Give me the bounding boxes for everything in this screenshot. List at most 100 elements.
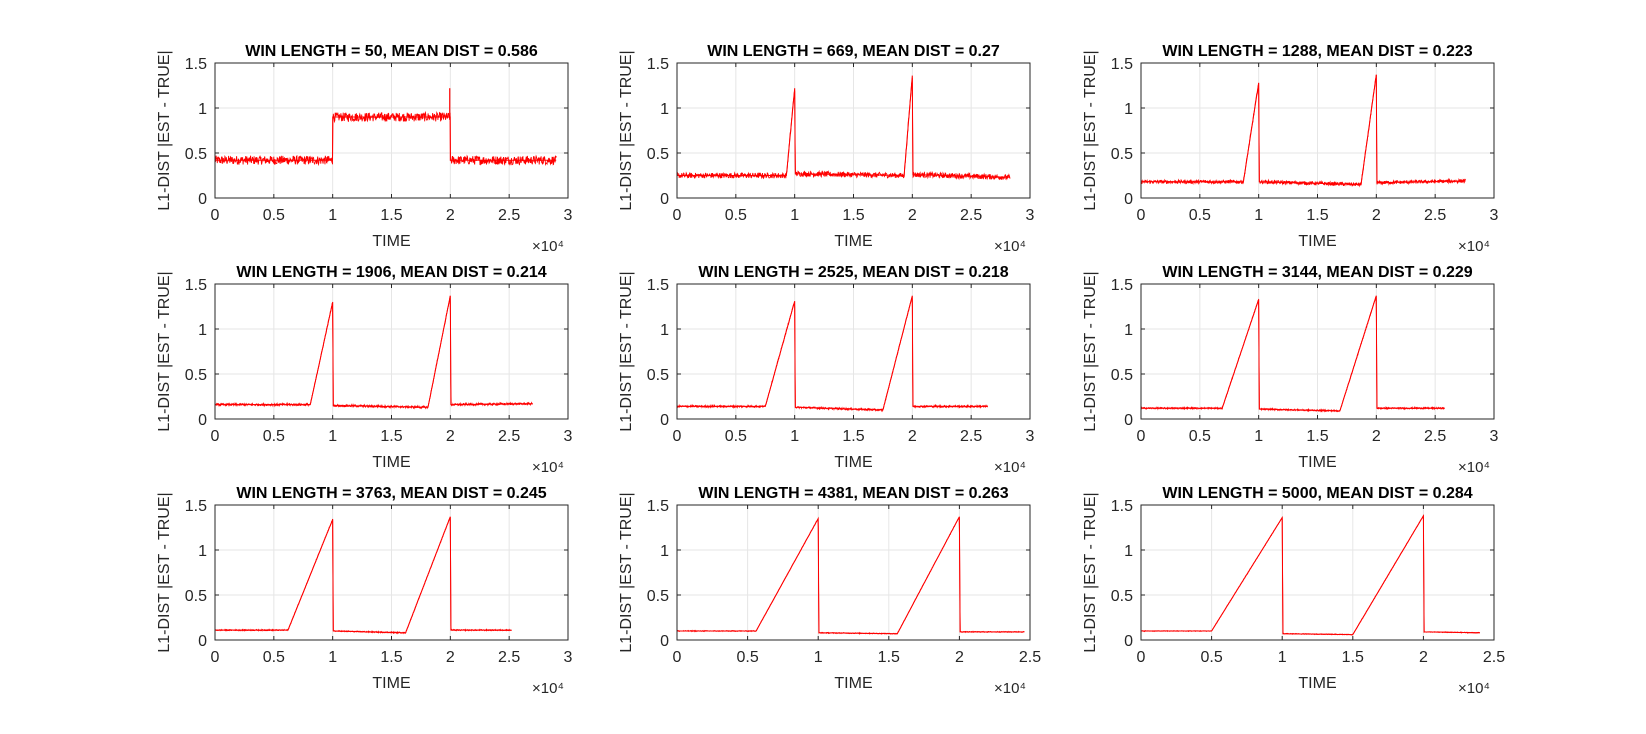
y-tick-label: 1 <box>1124 543 1133 560</box>
x-tick-label: 2.5 <box>960 207 982 224</box>
y-tick-label: 0.5 <box>1111 146 1133 163</box>
series-breakpoints <box>677 295 988 411</box>
x-tick-label: 2 <box>1419 649 1428 666</box>
y-tick-label: 0.5 <box>185 367 207 384</box>
x-tick-label: 1 <box>1278 649 1287 666</box>
x-tick-label: 0 <box>673 428 682 445</box>
y-axis-label: L1-DIST |EST - TRUE| <box>1082 492 1099 652</box>
x-tick-label: 0.5 <box>263 207 285 224</box>
series-breakpoints <box>677 75 1011 178</box>
subplot-5: 0 0.5 1 1.5 2 2.5 3 0 0.5 1 1.5 WIN LENGTH = 2525, … <box>618 264 1035 476</box>
y-tick-label: 0 <box>660 412 669 429</box>
subplot-6: 0 0.5 1 1.5 2 2.5 3 0 0.5 1 1.5 WIN LENGTH = 3144, … <box>1082 264 1499 476</box>
x-tick-label: 1.5 <box>380 649 402 666</box>
series-breakpoints <box>1141 513 1480 636</box>
plot-area <box>1141 505 1494 640</box>
x-tick-label: 2 <box>446 649 455 666</box>
x-tick-label: 0 <box>1137 428 1146 445</box>
x-tick-label: 3 <box>1490 428 1499 445</box>
x-axis-label: TIME <box>372 454 410 471</box>
y-tick-label: 1 <box>660 543 669 560</box>
y-axis-label: L1-DIST |EST - TRUE| <box>618 271 635 431</box>
x-axis-label: TIME <box>372 233 410 250</box>
y-tick-label: 0.5 <box>185 588 207 605</box>
y-tick-label: 0 <box>1124 191 1133 208</box>
x-tick-label: 2 <box>446 428 455 445</box>
x-tick-label: 1 <box>328 428 337 445</box>
x-tick-label: 1.5 <box>878 649 900 666</box>
y-tick-label: 1.5 <box>647 277 669 294</box>
series-line <box>1140 74 1467 188</box>
x-tick-label: 2.5 <box>1019 649 1041 666</box>
y-tick-label: 0 <box>660 191 669 208</box>
subplot-7: 0 0.5 1 1.5 2 2.5 3 0 0.5 1 1.5 WIN LENGTH = 3763, … <box>156 485 573 697</box>
x-tick-label: 1 <box>814 649 823 666</box>
series-breakpoints <box>1141 295 1445 412</box>
y-tick-label: 1.5 <box>1111 498 1133 515</box>
y-tick-label: 1 <box>1124 101 1133 118</box>
x-exponent-label: ×10⁴ <box>994 238 1026 255</box>
subplot-title: WIN LENGTH = 669, MEAN DIST = 0.27 <box>707 43 1000 60</box>
x-tick-label: 0.5 <box>263 428 285 445</box>
x-tick-label: 3 <box>564 649 573 666</box>
x-tick-label: 0.5 <box>736 649 758 666</box>
y-tick-label: 0 <box>198 191 207 208</box>
x-tick-label: 0.5 <box>1189 207 1211 224</box>
x-tick-label: 0.5 <box>725 207 747 224</box>
series-breakpoints <box>215 516 512 634</box>
y-tick-label: 1.5 <box>185 56 207 73</box>
y-axis-label: L1-DIST |EST - TRUE| <box>156 50 173 210</box>
y-tick-label: 1.5 <box>185 277 207 294</box>
x-tick-label: 0 <box>673 207 682 224</box>
x-tick-label: 1.5 <box>380 207 402 224</box>
x-tick-label: 2.5 <box>498 649 520 666</box>
series-breakpoints <box>1141 74 1466 186</box>
series-line <box>214 110 557 167</box>
x-tick-label: 2.5 <box>1424 428 1446 445</box>
y-tick-label: 0 <box>198 633 207 650</box>
x-tick-label: 3 <box>564 207 573 224</box>
x-tick-label: 3 <box>1490 207 1499 224</box>
x-axis-label: TIME <box>1298 233 1336 250</box>
y-tick-label: 1 <box>198 543 207 560</box>
y-tick-label: 1.5 <box>185 498 207 515</box>
x-axis-label: TIME <box>834 454 872 471</box>
x-tick-label: 0 <box>1137 649 1146 666</box>
subplot-title: WIN LENGTH = 1288, MEAN DIST = 0.223 <box>1162 43 1472 60</box>
y-tick-label: 0.5 <box>647 588 669 605</box>
x-tick-label: 0 <box>211 207 220 224</box>
y-tick-label: 0.5 <box>647 367 669 384</box>
x-tick-label: 2 <box>908 207 917 224</box>
x-tick-label: 1.5 <box>842 428 864 445</box>
subplot-title: WIN LENGTH = 3763, MEAN DIST = 0.245 <box>236 485 546 502</box>
subplot-8: 0 0.5 1 1.5 2 2.5 0 0.5 1 1.5 WIN LENGTH = 4381, M… <box>618 485 1041 697</box>
x-tick-label: 1.5 <box>1342 649 1364 666</box>
y-axis-label: L1-DIST |EST - TRUE| <box>1082 271 1099 431</box>
axes-box <box>1140 504 1495 641</box>
subplot-4: 0 0.5 1 1.5 2 2.5 3 0 0.5 1 1.5 WIN LENGTH = 1906, … <box>156 264 573 476</box>
y-axis-label: L1-DIST |EST - TRUE| <box>156 492 173 652</box>
axes-box <box>676 504 1031 641</box>
x-tick-label: 1.5 <box>380 428 402 445</box>
x-tick-label: 1 <box>1254 428 1263 445</box>
x-axis-label: TIME <box>834 233 872 250</box>
x-tick-label: 2.5 <box>1424 207 1446 224</box>
x-tick-label: 1.5 <box>1306 207 1328 224</box>
y-tick-label: 1 <box>198 101 207 118</box>
series-breakpoints <box>677 516 1025 635</box>
y-tick-label: 0.5 <box>1111 367 1133 384</box>
subplot-2: 0 0.5 1 1.5 2 2.5 3 0 0.5 1 1.5 WIN LENGTH = 669, M… <box>618 43 1035 255</box>
y-tick-label: 0 <box>198 412 207 429</box>
x-tick-label: 1 <box>790 207 799 224</box>
x-exponent-label: ×10⁴ <box>1458 238 1490 255</box>
x-tick-label: 0.5 <box>1200 649 1222 666</box>
x-tick-label: 1.5 <box>1306 428 1328 445</box>
x-tick-label: 3 <box>1026 428 1035 445</box>
y-tick-label: 0.5 <box>185 146 207 163</box>
y-tick-label: 0.5 <box>647 146 669 163</box>
y-tick-label: 0 <box>1124 633 1133 650</box>
y-tick-label: 1 <box>198 322 207 339</box>
x-tick-label: 0 <box>1137 207 1146 224</box>
y-tick-label: 1.5 <box>647 56 669 73</box>
